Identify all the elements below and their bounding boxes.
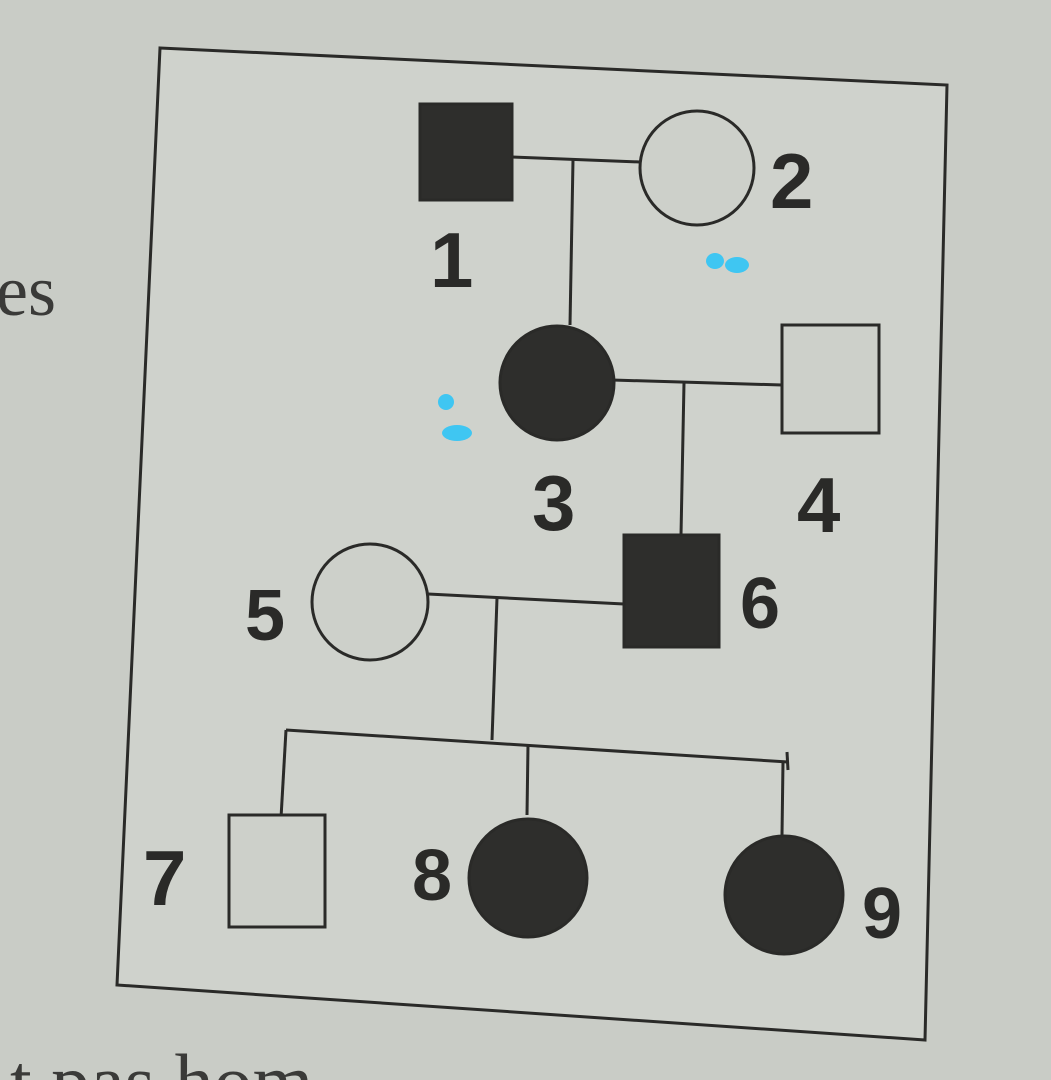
union-line-5-6 — [427, 592, 625, 606]
individual-8-affected-female-symbol — [467, 817, 589, 939]
cyan-mark-d — [442, 425, 472, 441]
individual-3-label: 3 — [532, 459, 575, 547]
cyan-mark-c — [438, 394, 454, 410]
individual-3-affected-female-symbol — [498, 324, 616, 442]
descent-line-sibship — [490, 597, 499, 741]
descent-line-6 — [679, 382, 686, 536]
individual-4-unaffected-male-symbol — [780, 323, 881, 435]
bottom-text-fragment: t pas hom — [10, 1038, 313, 1080]
margin-text-fragment: es — [0, 251, 56, 331]
child-line-8 — [525, 744, 530, 816]
individual-5-unaffected-female-symbol — [310, 542, 430, 662]
individual-9-label: 9 — [862, 874, 902, 954]
descent-line-3 — [568, 159, 575, 326]
sibship-tick-right — [785, 751, 790, 771]
individual-2-label: 2 — [770, 137, 813, 225]
individual-5-label: 5 — [245, 576, 285, 656]
individual-7-label: 7 — [143, 834, 186, 922]
individual-2-unaffected-female-symbol — [638, 109, 756, 227]
pedigree-lines — [279, 155, 790, 836]
individual-1-label: 1 — [430, 216, 473, 304]
sibship-line — [285, 728, 789, 764]
individual-4-label: 4 — [797, 461, 840, 549]
individual-6-affected-male-symbol — [622, 533, 721, 649]
union-line-3-4 — [611, 378, 783, 387]
individual-7-unaffected-male-symbol — [227, 813, 327, 929]
individual-8-label: 8 — [412, 836, 452, 916]
union-line-1-2 — [511, 155, 641, 164]
child-line-7 — [279, 729, 288, 819]
child-line-9 — [780, 761, 785, 836]
cyan-ink-marks — [438, 253, 749, 441]
cyan-mark-b — [725, 257, 749, 273]
individual-1-affected-male-symbol — [418, 102, 514, 202]
cyan-mark-a — [706, 253, 724, 269]
individual-9-affected-female-symbol — [723, 834, 845, 956]
individual-6-label: 6 — [740, 564, 780, 644]
figure-frame — [115, 46, 949, 1042]
